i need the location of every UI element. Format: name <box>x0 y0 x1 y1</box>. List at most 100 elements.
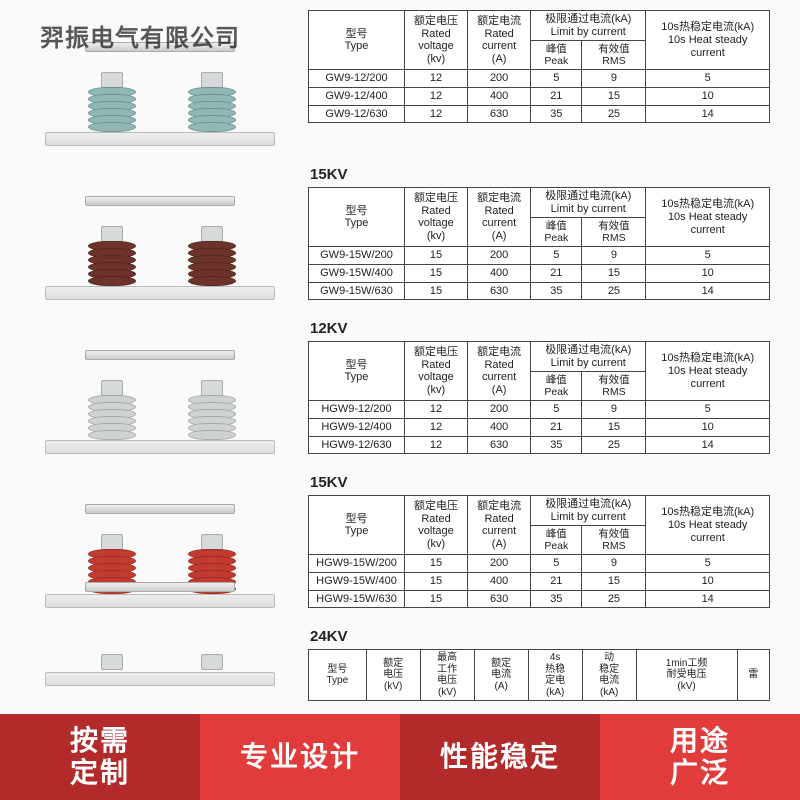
table-row: GW9-12/630 12 630 35 25 14 <box>309 105 770 123</box>
footer-text: 定制 <box>70 757 130 789</box>
cell-heat: 10 <box>646 265 770 283</box>
th-heat: 10s热稳定电流(kA)10s Heat steadycurrent <box>646 11 770 70</box>
cell-heat: 14 <box>646 105 770 123</box>
th-limit: 极限通过电流(kA)Limit by current <box>531 188 646 218</box>
cell-voltage: 15 <box>405 555 468 573</box>
th-voltage: 额定电压Ratedvoltage(kv) <box>405 188 468 247</box>
cell-current: 400 <box>468 265 531 283</box>
table-row: HGW9-15W/200 15 200 5 9 5 <box>309 555 770 573</box>
catalog-row: 12KV 型号Type 额定电压Ratedvoltage(kv) 额定电流Rat… <box>30 318 770 466</box>
product-illustration <box>30 626 290 698</box>
th-voltage: 额定电压Ratedvoltage(kv) <box>405 11 468 70</box>
cell-heat: 5 <box>646 70 770 88</box>
cell-heat: 5 <box>646 401 770 419</box>
cell-voltage: 15 <box>405 282 468 300</box>
th-heat: 10s热稳定电流(kA)10s Heat steadycurrent <box>646 188 770 247</box>
catalog-row: 15KV 型号Type 额定电压Ratedvoltage(kv) 额定电流Rat… <box>30 472 770 620</box>
cell-current: 400 <box>468 573 531 591</box>
cell-peak: 35 <box>531 590 582 608</box>
cell-peak: 5 <box>531 401 582 419</box>
cell-rms: 25 <box>582 436 646 454</box>
cell-type: GW9-15W/630 <box>309 282 405 300</box>
th-limit: 极限通过电流(kA)Limit by current <box>531 342 646 372</box>
product-illustration <box>30 164 290 312</box>
th-type: 型号Type <box>309 188 405 247</box>
cell-rms: 15 <box>582 88 646 106</box>
spec-table: 型号Type 额定电压Ratedvoltage(kv) 额定电流Ratedcur… <box>308 341 770 454</box>
th-type: 型号Type <box>309 496 405 555</box>
cell-voltage: 12 <box>405 401 468 419</box>
cell-current: 630 <box>468 590 531 608</box>
th-extra: 雷 <box>737 650 769 701</box>
cell-type: GW9-12/630 <box>309 105 405 123</box>
footer-cell: 性能稳定 <box>400 714 600 800</box>
th-rms: 有效值RMS <box>582 218 646 247</box>
th-4s: 4s热稳定电(kA) <box>528 650 582 701</box>
th-rms: 有效值RMS <box>582 372 646 401</box>
cell-voltage: 15 <box>405 247 468 265</box>
cell-current: 400 <box>468 88 531 106</box>
table-row: HGW9-12/400 12 400 21 15 10 <box>309 419 770 437</box>
th-voltage: 额定电压Ratedvoltage(kv) <box>405 342 468 401</box>
footer-cell: 按需定制 <box>0 714 200 800</box>
cell-type: HGW9-15W/400 <box>309 573 405 591</box>
cell-voltage: 12 <box>405 88 468 106</box>
cell-type: GW9-15W/400 <box>309 265 405 283</box>
cell-voltage: 12 <box>405 70 468 88</box>
section-heading: 15KV <box>310 474 770 491</box>
table-row: GW9-15W/630 15 630 35 25 14 <box>309 282 770 300</box>
cell-rms: 15 <box>582 265 646 283</box>
cell-peak: 5 <box>531 70 582 88</box>
th-peak: 峰值Peak <box>531 372 582 401</box>
footer-banner: 按需定制专业设计性能稳定用途广泛 <box>0 714 800 800</box>
table-row: HGW9-12/200 12 200 5 9 5 <box>309 401 770 419</box>
watermark-text: 羿振电气有限公司 <box>40 18 240 53</box>
th-current: 额定电流Ratedcurrent(A) <box>468 11 531 70</box>
spec-table-24kv: 型号Type 额定电压(kV) 最高工作电压(kV) 额定电流(A) 4s热稳定… <box>308 649 770 701</box>
cell-voltage: 12 <box>405 419 468 437</box>
th-voltage: 额定电压(kV) <box>366 650 420 701</box>
cell-rms: 25 <box>582 105 646 123</box>
cell-peak: 21 <box>531 88 582 106</box>
cell-type: HGW9-15W/200 <box>309 555 405 573</box>
footer-text: 性能稳定 <box>440 741 560 773</box>
th-rms: 有效值RMS <box>582 526 646 555</box>
footer-text: 用途 <box>670 725 730 757</box>
cell-current: 400 <box>468 419 531 437</box>
th-limit: 极限通过电流(kA)Limit by current <box>531 496 646 526</box>
th-type: 型号Type <box>309 342 405 401</box>
section-heading: 12KV <box>310 320 770 337</box>
th-current: 额定电流Ratedcurrent(A) <box>468 342 531 401</box>
section-heading: 15KV <box>310 166 770 183</box>
cell-current: 630 <box>468 282 531 300</box>
th-peak: 峰值Peak <box>531 526 582 555</box>
spec-table: 型号Type 额定电压Ratedvoltage(kv) 额定电流Ratedcur… <box>308 10 770 123</box>
catalog-page: 型号Type 额定电压Ratedvoltage(kv) 额定电流Ratedcur… <box>0 0 800 701</box>
table-row: HGW9-15W/400 15 400 21 15 10 <box>309 573 770 591</box>
cell-type: HGW9-12/630 <box>309 436 405 454</box>
cell-rms: 15 <box>582 419 646 437</box>
cell-type: HGW9-12/400 <box>309 419 405 437</box>
cell-rms: 9 <box>582 70 646 88</box>
cell-heat: 10 <box>646 88 770 106</box>
th-current: 额定电流Ratedcurrent(A) <box>468 496 531 555</box>
footer-text: 专业设计 <box>240 741 360 773</box>
cell-heat: 14 <box>646 436 770 454</box>
footer-text: 按需 <box>70 725 130 757</box>
cell-current: 630 <box>468 105 531 123</box>
cell-heat: 5 <box>646 247 770 265</box>
th-voltage: 额定电压Ratedvoltage(kv) <box>405 496 468 555</box>
cell-peak: 35 <box>531 282 582 300</box>
section-heading: 24KV <box>310 628 770 645</box>
cell-current: 200 <box>468 247 531 265</box>
cell-rms: 25 <box>582 282 646 300</box>
th-wf: 1min工频耐受电压(kV) <box>636 650 737 701</box>
cell-voltage: 12 <box>405 436 468 454</box>
cell-heat: 10 <box>646 573 770 591</box>
th-peak: 峰值Peak <box>531 218 582 247</box>
cell-type: GW9-12/400 <box>309 88 405 106</box>
table-row: GW9-12/400 12 400 21 15 10 <box>309 88 770 106</box>
th-dyn: 动稳定电流(kA) <box>582 650 636 701</box>
th-current: 额定电流(A) <box>474 650 528 701</box>
cell-current: 200 <box>468 70 531 88</box>
